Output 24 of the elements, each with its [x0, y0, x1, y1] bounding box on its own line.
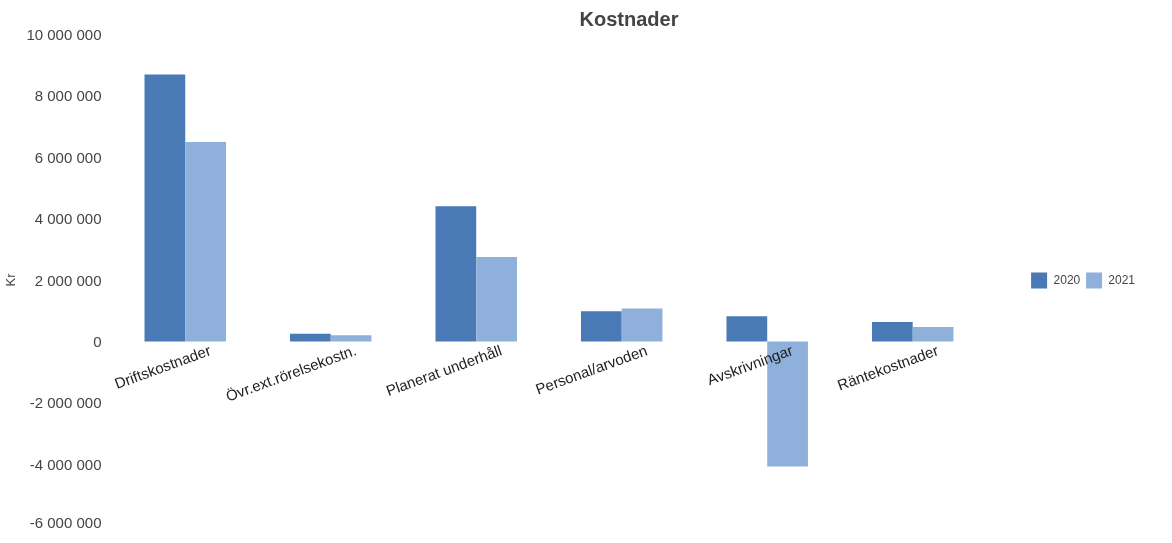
- y-tick-label: -4 000 000: [29, 455, 102, 473]
- bar: [330, 335, 372, 342]
- bar: [185, 141, 226, 342]
- y-axis-title: Kr: [3, 272, 19, 287]
- bar: [476, 256, 517, 342]
- y-tick-label: 2 000 000: [34, 271, 102, 289]
- bar: [144, 74, 186, 342]
- y-tick-label: 0: [93, 332, 102, 350]
- bar: [726, 316, 768, 342]
- bar: [871, 322, 913, 342]
- y-tick-label: -6 000 000: [29, 513, 102, 531]
- chart-title: Kostnader: [579, 7, 679, 30]
- y-tick-label: 10 000 000: [26, 26, 102, 43]
- y-tick-label: 6 000 000: [34, 148, 102, 166]
- bar: [435, 206, 477, 342]
- legend-label: 2020: [1053, 272, 1081, 287]
- y-tick-label: 8 000 000: [34, 87, 102, 105]
- bar: [912, 326, 954, 342]
- bar: [580, 311, 622, 342]
- legend-label: 2021: [1108, 272, 1135, 287]
- y-tick-label: -2 000 000: [29, 394, 102, 412]
- bar: [621, 308, 663, 342]
- bar: [290, 333, 331, 342]
- y-tick-label: 4 000 000: [34, 210, 102, 228]
